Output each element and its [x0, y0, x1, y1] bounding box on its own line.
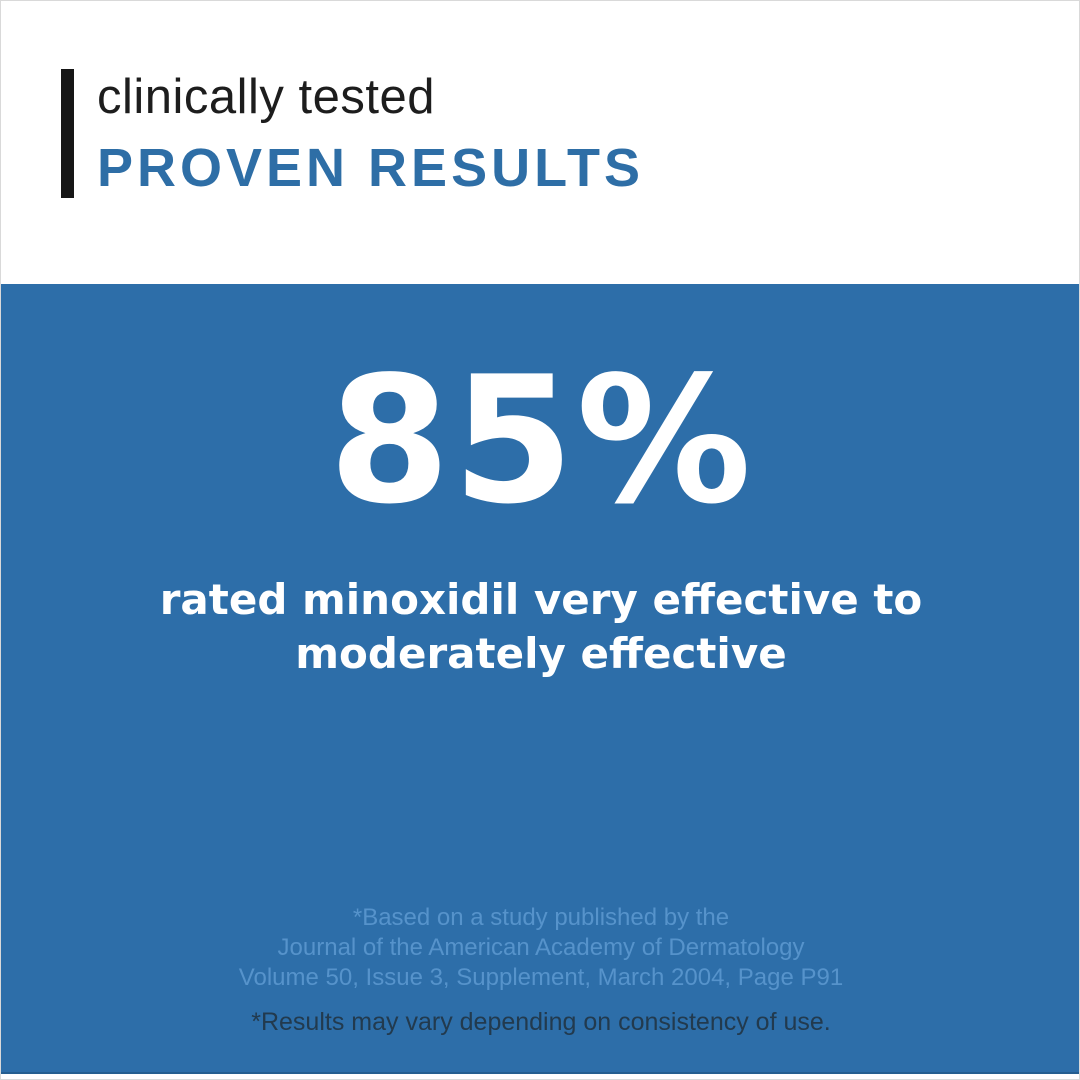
stat-description: rated minoxidil very effective to modera…: [1, 573, 1079, 681]
stat-panel: 85% rated minoxidil very effective to mo…: [1, 284, 1079, 1074]
stat-description-line-1: rated minoxidil very effective to: [159, 575, 923, 624]
citation-line-3: Volume 50, Issue 3, Supplement, March 20…: [238, 964, 844, 991]
header-subtitle: clinically tested: [97, 70, 436, 124]
header-title: PROVEN RESULTS: [97, 138, 645, 198]
accent-bar: [61, 69, 74, 198]
stat-description-line-2: moderately effective: [295, 629, 787, 678]
study-citation: *Based on a study published by the Journ…: [1, 903, 1079, 993]
stat-value: 85%: [328, 340, 754, 543]
disclaimer: *Results may vary depending on consisten…: [251, 1008, 831, 1036]
citation-line-2: Journal of the American Academy of Derma…: [277, 934, 805, 961]
citation-line-1: *Based on a study published by the: [352, 904, 730, 931]
